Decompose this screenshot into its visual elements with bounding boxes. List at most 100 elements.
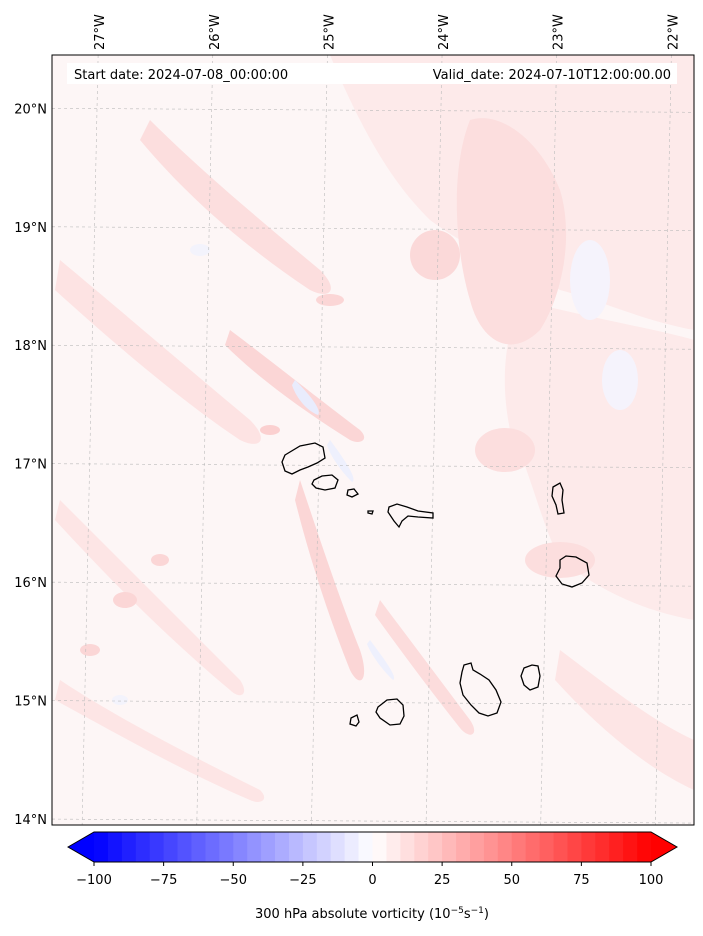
colorbar-cell: [456, 832, 471, 862]
colorbar-cell: [94, 832, 109, 862]
colorbar-cell: [177, 832, 192, 862]
colorbar-tick-label: −25: [289, 873, 316, 888]
colorbar-cell: [581, 832, 596, 862]
longitude-tick-label: 25°W: [322, 14, 337, 50]
colorbar-tick-label: −100: [76, 873, 112, 888]
parallel-gridline: [52, 344, 694, 350]
colorbar-cell: [344, 832, 359, 862]
start-date-label: Start date: 2024-07-08_00:00:00: [74, 68, 288, 83]
colorbar-cell: [191, 832, 206, 862]
colorbar-tick-label: 50: [503, 873, 520, 888]
colorbar-tick-label: 25: [434, 873, 451, 888]
meridian-gridline: [81, 55, 99, 825]
meridian-gridline: [425, 55, 443, 825]
colorbar-cells: [94, 832, 652, 862]
colorbar-cell: [247, 832, 262, 862]
colorbar-cell: [553, 832, 568, 862]
colorbar-cell: [107, 832, 123, 862]
colorbar: −100 −75 −50 −25 0 25 50 75 100 300 hPa absolute…: [66, 831, 679, 922]
latitude-tick-label: 20°N: [14, 102, 47, 117]
map-gridlines: [52, 55, 694, 825]
island-santo-antao: [281, 442, 326, 475]
meridian-gridline: [655, 55, 672, 825]
colorbar-cell: [302, 832, 318, 862]
colorbar-cell: [149, 832, 165, 862]
colorbar-cell: [233, 832, 248, 862]
colorbar-cell: [595, 832, 610, 862]
meridian-gridline: [311, 55, 328, 825]
colorbar-cell: [469, 832, 485, 862]
island-sao-vicente: [311, 474, 339, 491]
colorbar-cell: [261, 832, 276, 862]
latitude-tick-label: 19°N: [14, 221, 47, 236]
colorbar-tick-label: 0: [368, 873, 376, 888]
longitude-tick-labels: 27°W 26°W 25°W 24°W 23°W 22°W: [93, 14, 681, 50]
colorbar-cell: [428, 832, 443, 862]
colorbar-cell: [372, 832, 387, 862]
island-boa-vista: [555, 555, 590, 588]
parallel-gridline: [52, 108, 694, 113]
colorbar-cell: [121, 832, 137, 862]
colorbar-cell: [483, 832, 499, 862]
parallel-gridline: [52, 226, 694, 232]
island-sal: [551, 482, 565, 515]
vorticity-field-patches: [55, 55, 694, 802]
colorbar-tick-label: −75: [150, 873, 177, 888]
island-fogo: [375, 698, 405, 726]
colorbar-cell: [567, 832, 582, 862]
colorbar-cell: [525, 832, 540, 862]
island-santa-luzia: [346, 488, 360, 498]
meridian-gridline: [540, 55, 557, 825]
latitude-tick-label: 18°N: [14, 339, 47, 354]
colorbar-cell: [275, 832, 290, 862]
parallel-gridline: [52, 818, 694, 824]
colorbar-tick-label: 75: [573, 873, 590, 888]
island-santiago: [459, 662, 502, 717]
map-frame: [51, 54, 695, 826]
colorbar-cell: [163, 832, 178, 862]
colorbar-cell: [330, 832, 346, 862]
longitude-tick-label: 24°W: [437, 14, 452, 50]
map-panel: [52, 55, 694, 825]
island-brava: [349, 714, 360, 727]
latitude-tick-label: 15°N: [14, 695, 47, 710]
island-sao-nicolau: [387, 503, 434, 529]
colorbar-extend-max: [651, 832, 677, 862]
colorbar-cell: [400, 832, 415, 862]
valid-date-label: Valid_date: 2024-07-10T12:00:00.00: [433, 68, 671, 83]
colorbar-cell: [205, 832, 220, 862]
colorbar-cell: [539, 832, 554, 862]
parallel-gridline: [52, 463, 694, 468]
parallel-gridline: [52, 581, 694, 587]
colorbar-cell: [609, 832, 624, 862]
island-maio: [520, 664, 541, 691]
latitude-tick-label: 14°N: [14, 813, 47, 828]
colorbar-cell: [316, 832, 332, 862]
longitude-tick-label: 26°W: [208, 14, 223, 50]
colorbar-cell: [414, 832, 429, 862]
latitude-tick-label: 16°N: [14, 576, 47, 591]
longitude-tick-label: 23°W: [552, 14, 567, 50]
parallel-gridline: [52, 700, 694, 705]
colorbar-cell: [511, 832, 527, 862]
colorbar-cell: [386, 832, 401, 862]
colorbar-tick-label: −50: [220, 873, 247, 888]
longitude-tick-label: 27°W: [93, 14, 108, 50]
latitude-tick-label: 17°N: [14, 458, 47, 473]
colorbar-extend-min: [68, 832, 94, 862]
colorbar-cell: [219, 832, 234, 862]
header-box: [67, 63, 677, 84]
colorbar-cell: [442, 832, 457, 862]
longitude-tick-label: 22°W: [666, 14, 681, 50]
colorbar-cell: [623, 832, 638, 862]
meridian-gridline: [196, 55, 214, 825]
colorbar-tick-label: 100: [639, 873, 664, 888]
island-raso: [367, 510, 374, 515]
colorbar-cell: [288, 832, 304, 862]
colorbar-cell: [135, 832, 151, 862]
latitude-tick-labels: 20°N 19°N 18°N 17°N 16°N 15°N 14°N: [14, 102, 47, 828]
colorbar-cell: [637, 832, 652, 862]
colorbar-cell: [497, 832, 513, 862]
colorbar-ticks: −100 −75 −50 −25 0 25 50 75 100: [76, 862, 663, 888]
